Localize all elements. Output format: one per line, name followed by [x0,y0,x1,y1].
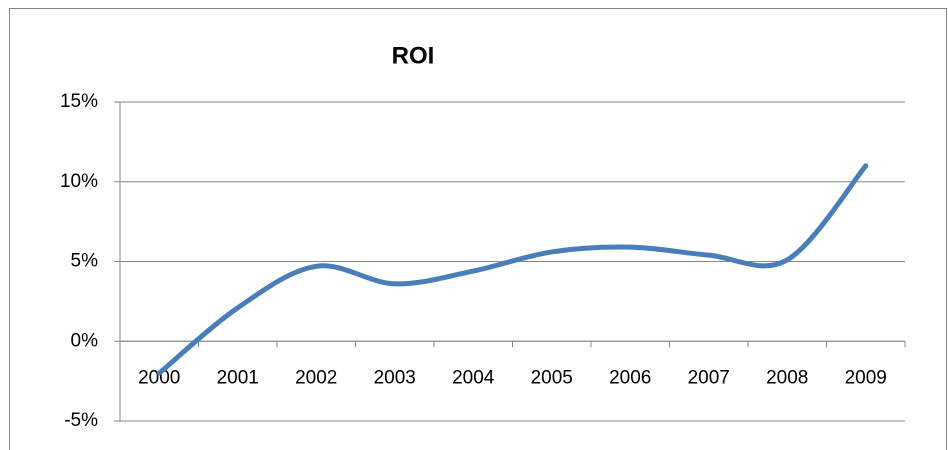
x-tick-label: 2005 [531,367,573,388]
chart-frame [9,8,947,450]
x-tick-label: 2000 [138,367,180,388]
y-tick-label: 0% [71,330,99,351]
x-tick-label: 2003 [374,367,416,388]
x-tick-label: 2006 [609,367,651,388]
y-tick-label: 15% [60,91,98,112]
x-tick-label: 2009 [845,367,887,388]
x-tick-label: 2004 [452,367,495,388]
x-tick-label: 2002 [295,367,337,388]
x-tick-label: 2001 [217,367,259,388]
chart-title: ROI [392,42,435,69]
x-tick-label: 2008 [766,367,808,388]
y-tick-label: 5% [71,251,99,272]
line-series [156,163,869,376]
x-tick-label: 2007 [688,367,730,388]
y-tick-label: 10% [60,171,98,192]
y-tick-label: -5% [64,410,98,431]
